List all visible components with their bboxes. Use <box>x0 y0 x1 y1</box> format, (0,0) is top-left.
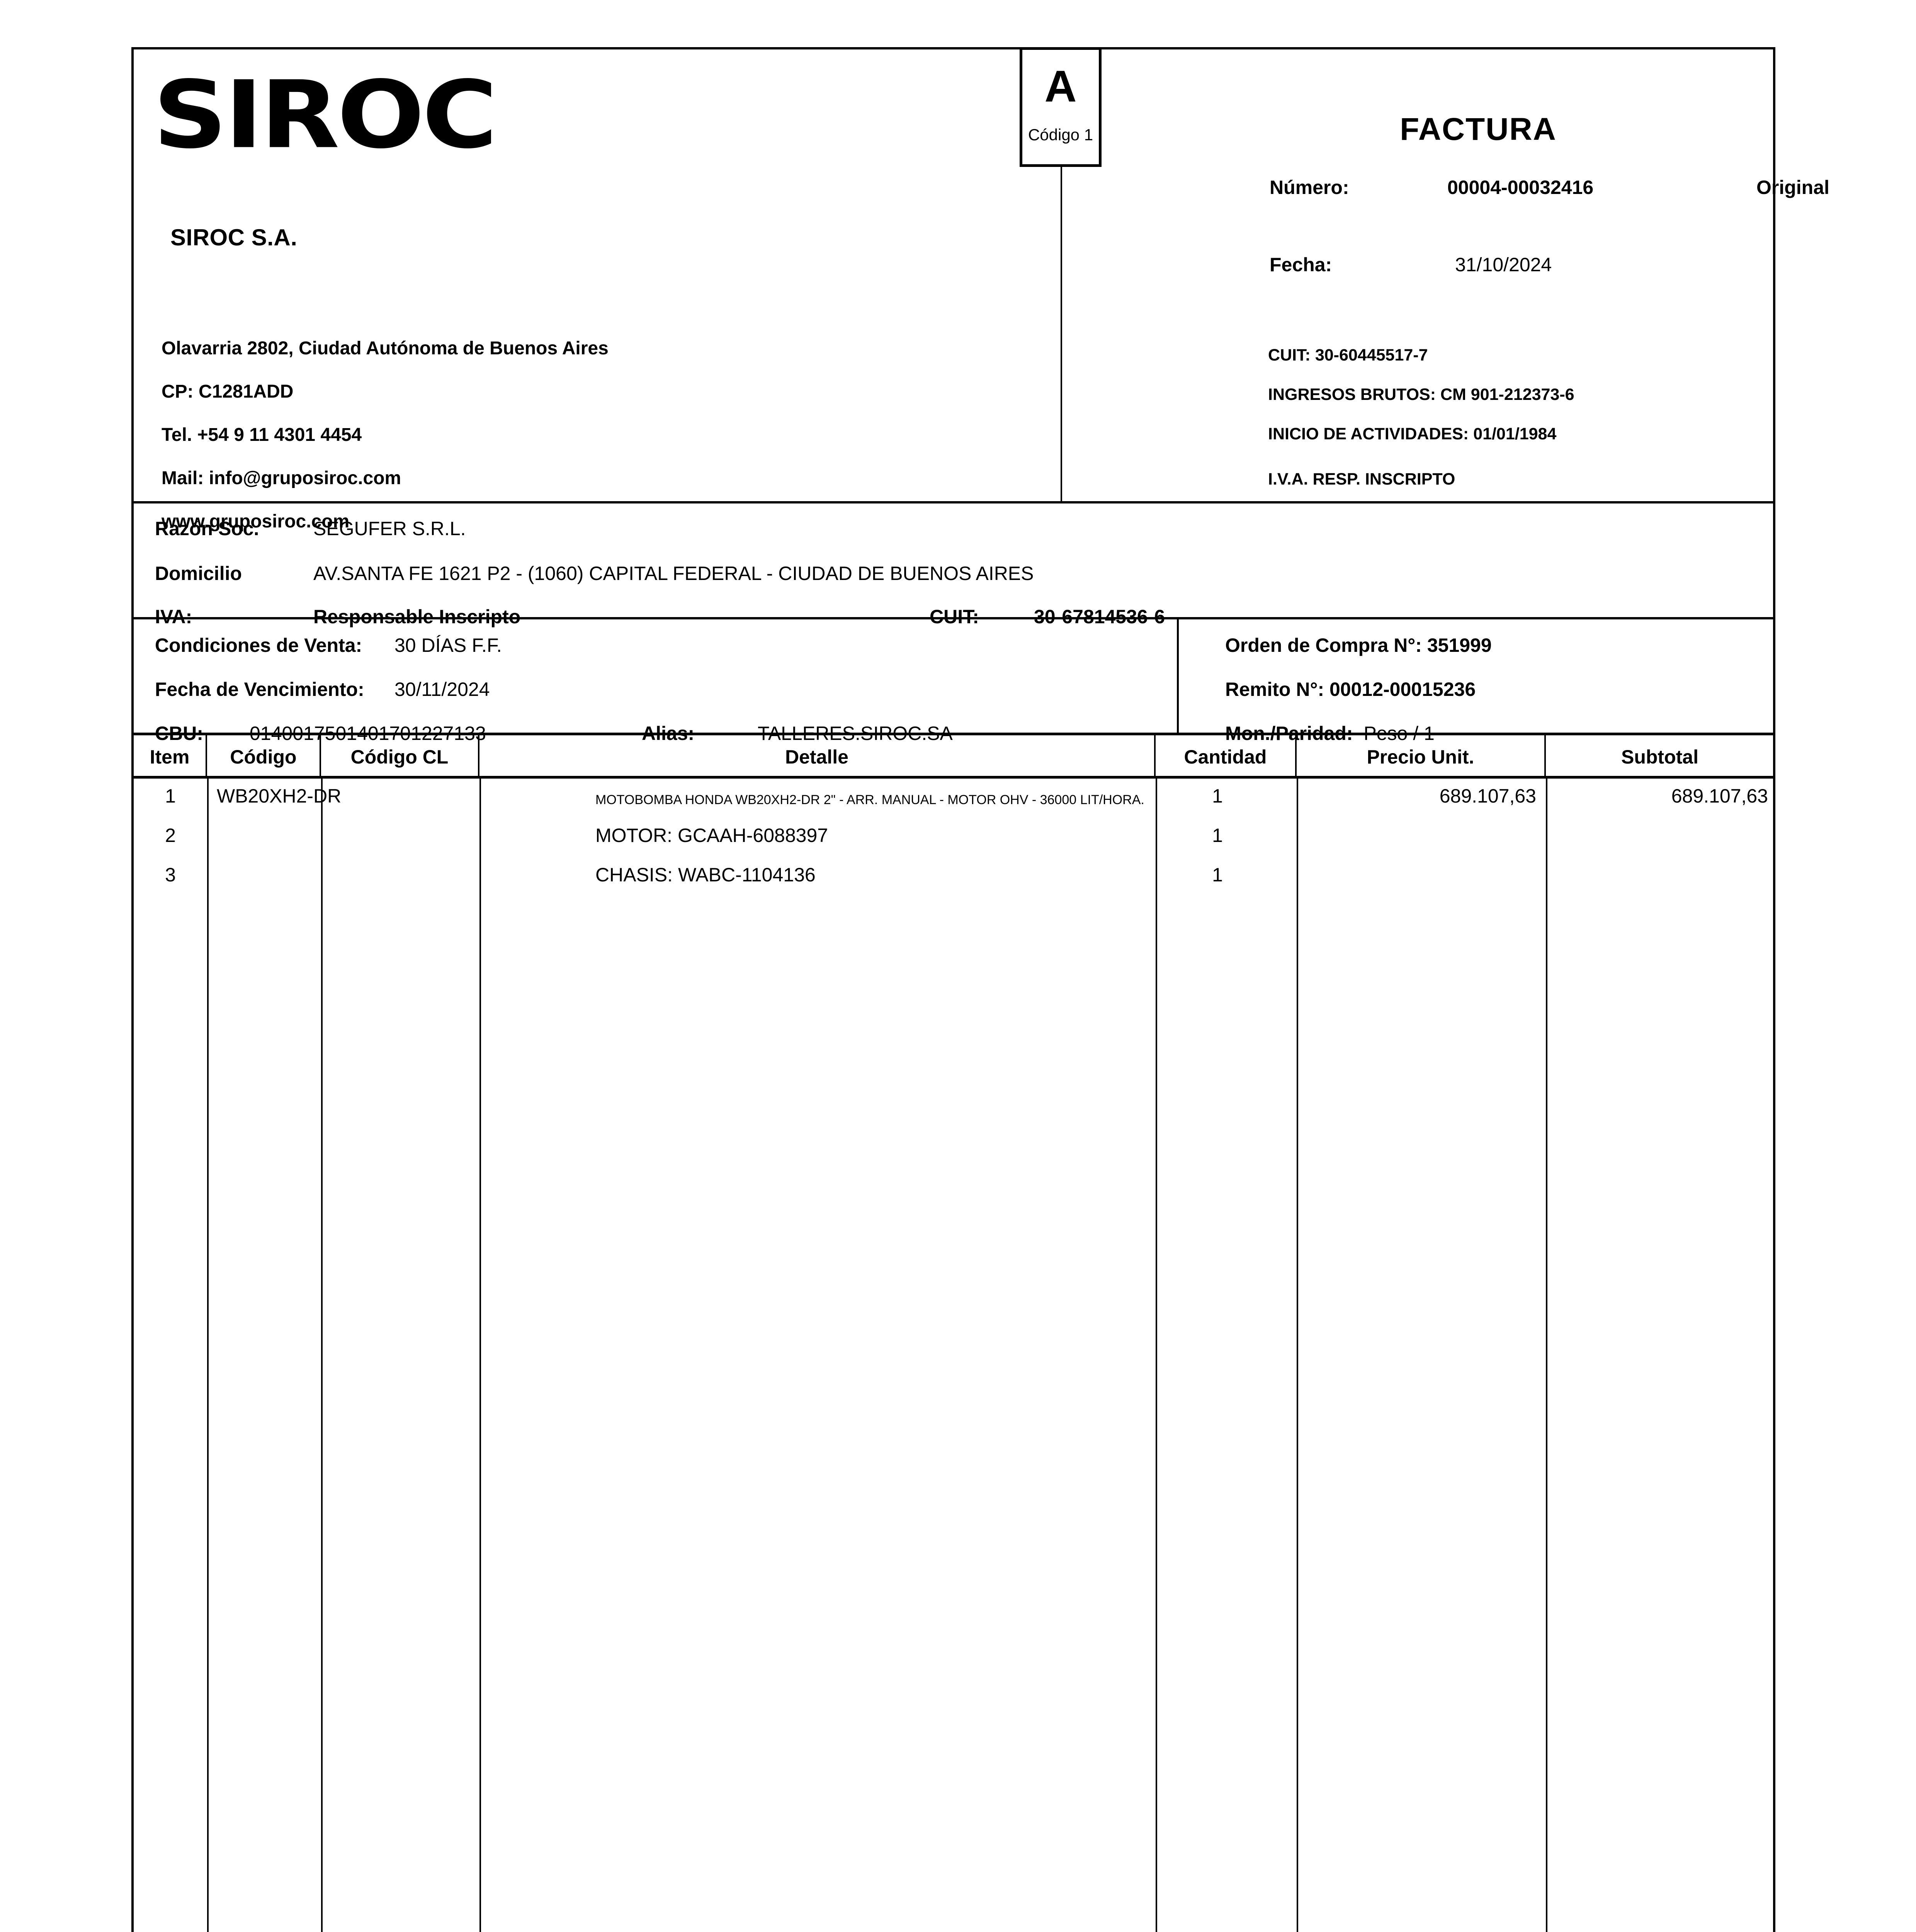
items-table: Item Código Código CL Detalle Cantidad P… <box>134 735 1773 1932</box>
invoice-number-label: Número: <box>1270 177 1349 198</box>
issuer-iva-condition: I.V.A. RESP. INSCRIPTO <box>1268 470 1455 488</box>
cbu-value: 0140017501401701227133 <box>250 723 486 744</box>
invoice-header: SIROC SIROC S.A. Olavarria 2802, Ciudad … <box>134 47 1829 532</box>
client-cuit-label: CUIT: <box>930 606 979 628</box>
invoice-type-letter: A <box>1044 62 1077 111</box>
col-divider-5 <box>1297 779 1298 1932</box>
col-header-codigo-cl: Código CL <box>321 735 479 779</box>
conditions-left: Condiciones de Venta: 30 DÍAS F.F. Fecha… <box>134 619 1177 744</box>
invoice-date-value: 31/10/2024 <box>1455 254 1552 276</box>
col-divider-3 <box>479 779 481 1932</box>
row-detalle: MOTOR: GCAAH-6088397 <box>595 825 828 846</box>
invoice-number-value: 00004-00032416 <box>1447 177 1594 198</box>
conditions-block: Condiciones de Venta: 30 DÍAS F.F. Fecha… <box>134 619 1773 744</box>
company-address-block: Olavarria 2802, Ciudad Autónoma de Bueno… <box>162 327 609 543</box>
copy-type-label: Original <box>1756 177 1829 198</box>
issuer-inicio-actividades: INICIO DE ACTIVIDADES: 01/01/1984 <box>1268 425 1557 443</box>
table-row: 3 CHASIS: WABC-1104136 1 <box>134 864 1773 903</box>
cbu-label: CBU: <box>155 723 203 744</box>
client-iva-label: IVA: <box>155 606 192 628</box>
sale-conditions-value: 30 DÍAS F.F. <box>394 634 502 656</box>
row-item-number: 2 <box>165 825 176 846</box>
currency-parity-label: Mon./Paridad: <box>1225 723 1353 744</box>
row-subtotal: 689.107,63 <box>1671 785 1768 807</box>
col-header-item: Item <box>134 735 207 779</box>
address-line-phone: Tel. +54 9 11 4301 4454 <box>162 425 362 445</box>
client-iva-value: Responsable Inscripto <box>313 606 521 628</box>
client-razon-label: Razón Soc. <box>155 518 259 539</box>
col-divider-4 <box>1156 779 1157 1932</box>
row-precio-unit: 689.107,63 <box>1439 785 1536 807</box>
row-codigo: WB20XH2-DR <box>217 785 342 807</box>
col-header-codigo: Código <box>207 735 321 779</box>
table-row: 2 MOTOR: GCAAH-6088397 1 <box>134 824 1773 864</box>
invoice-type-code: Código 1 <box>1028 126 1093 144</box>
due-date-label: Fecha de Vencimiento: <box>155 679 364 700</box>
col-header-subtotal: Subtotal <box>1621 746 1698 768</box>
col-header-detalle: Detalle <box>479 735 1156 779</box>
address-line-street: Olavarria 2802, Ciudad Autónoma de Bueno… <box>162 338 609 359</box>
siroc-logo: SIROC <box>153 61 725 169</box>
table-row: 1 WB20XH2-DR MOTOBOMBA HONDA WB20XH2-DR … <box>134 785 1773 824</box>
conditions-right: Orden de Compra N°: 351999 Remito N°: 00… <box>1177 619 1773 744</box>
invoice-type-box: A Código 1 <box>1020 47 1102 167</box>
row-detalle: CHASIS: WABC-1104136 <box>595 864 816 886</box>
client-domicilio-value: AV.SANTA FE 1621 P2 - (1060) CAPITAL FED… <box>313 563 1034 584</box>
items-table-header: Item Código Código CL Detalle Cantidad P… <box>134 735 1773 779</box>
client-domicilio-label: Domicilio <box>155 563 242 584</box>
company-name: SIROC S.A. <box>170 224 298 250</box>
address-line-mail: Mail: info@gruposiroc.com <box>162 468 401 488</box>
items-table-body: 1 WB20XH2-DR MOTOBOMBA HONDA WB20XH2-DR … <box>134 779 1773 1932</box>
address-line-postal: CP: C1281ADD <box>162 381 294 402</box>
issuer-ingresos-brutos: INGRESOS BRUTOS: CM 901-212373-6 <box>1268 385 1574 404</box>
client-razon-value: SEGUFER S.R.L. <box>313 518 466 539</box>
row-detalle: MOTOBOMBA HONDA WB20XH2-DR 2" - ARR. MAN… <box>595 793 1144 807</box>
purchase-order-number: Orden de Compra N°: 351999 <box>1225 634 1492 656</box>
due-date-value: 30/11/2024 <box>394 679 490 700</box>
alias-value: TALLERES.SIROC.SA <box>758 723 953 744</box>
row-cantidad: 1 <box>1212 864 1223 886</box>
col-divider-2 <box>321 779 323 1932</box>
siroc-logo-text: SIROC <box>153 61 498 169</box>
remito-number: Remito N°: 00012-00015236 <box>1225 679 1476 700</box>
client-block: Razón Soc. SEGUFER S.R.L. Domicilio AV.S… <box>134 503 1773 628</box>
col-divider-6 <box>1546 779 1547 1932</box>
issuer-cuit: CUIT: 30-60445517-7 <box>1268 346 1428 364</box>
col-header-cantidad: Cantidad <box>1156 735 1297 779</box>
row-item-number: 3 <box>165 864 176 886</box>
document-title: FACTURA <box>1400 112 1557 147</box>
header-divider <box>1061 167 1062 503</box>
row-cantidad: 1 <box>1212 825 1223 846</box>
invoice-document: SIROC SIROC S.A. Olavarria 2802, Ciudad … <box>131 47 1829 1932</box>
sale-conditions-label: Condiciones de Venta: <box>155 634 362 656</box>
alias-label: Alias: <box>642 723 695 744</box>
issuer-tax-block: CUIT: 30-60445517-7 INGRESOS BRUTOS: CM … <box>1268 335 1574 454</box>
row-cantidad: 1 <box>1212 785 1223 807</box>
client-cuit-value: 30-67814536-6 <box>1034 606 1165 628</box>
col-header-precio: Precio Unit. <box>1297 735 1546 779</box>
currency-parity-value: Peso / 1 <box>1363 723 1435 744</box>
row-item-number: 1 <box>165 785 176 807</box>
invoice-date-label: Fecha: <box>1270 254 1332 276</box>
currency-parity: Mon./Paridad: Peso / 1 <box>1225 722 1435 745</box>
address-line-website: www.gruposiroc.com <box>162 511 350 532</box>
col-divider-1 <box>207 779 209 1932</box>
